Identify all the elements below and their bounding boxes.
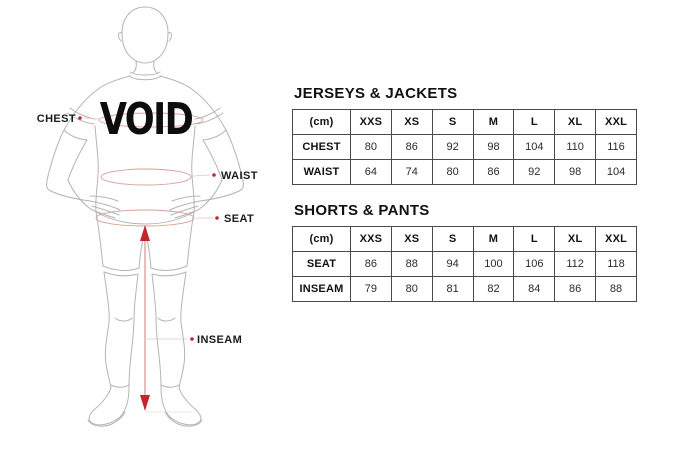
table-row: SEAT 86 88 94 100 106 112 118: [292, 251, 637, 277]
header-row: (cm) XXS XS S M L XL XXL: [292, 109, 637, 135]
body-outline: [46, 6, 244, 427]
header-row: (cm) XXS XS S M L XL XXL: [292, 226, 637, 252]
value-cell: 100: [472, 251, 515, 277]
value-cell: 98: [554, 159, 597, 185]
shorts-pants-title: SHORTS & PANTS: [294, 202, 430, 219]
value-cell: 88: [390, 251, 433, 277]
value-cell: 116: [595, 134, 637, 160]
jerseys-jackets-section: JERSEYS & JACKETS (cm) XXS XS S M L XL X…: [292, 85, 637, 185]
size-header-cell: L: [513, 226, 556, 252]
row-label-cell: SEAT: [292, 251, 351, 277]
size-header-cell: XXS: [350, 226, 392, 252]
chest-measure-line: [98, 112, 204, 128]
inseam-arrow: [140, 225, 150, 411]
seat-label: SEAT: [224, 213, 254, 225]
size-header-cell: XL: [554, 226, 597, 252]
size-header-cell: XXL: [595, 226, 637, 252]
value-cell: 74: [390, 159, 433, 185]
row-label-cell: INSEAM: [292, 276, 351, 302]
table-row: WAIST 64 74 80 86 92 98 104: [292, 159, 637, 185]
value-cell: 94: [431, 251, 474, 277]
waist-measure-line: [100, 168, 192, 186]
value-cell: 86: [472, 159, 515, 185]
void-logo-text: VOID: [100, 94, 192, 145]
measurement-figure: VOID CHEST WAIST SEAT INSEAM: [0, 0, 270, 456]
value-cell: 80: [390, 276, 433, 302]
value-cell: 64: [350, 159, 392, 185]
size-header-cell: M: [472, 226, 515, 252]
value-cell: 86: [390, 134, 433, 160]
row-label-cell: WAIST: [292, 159, 351, 185]
unit-header-cell: (cm): [292, 226, 351, 252]
value-cell: 118: [595, 251, 637, 277]
shorts-pants-table: (cm) XXS XS S M L XL XXL SEAT 86 88 94 1…: [292, 226, 637, 302]
size-header-cell: XS: [390, 226, 433, 252]
value-cell: 92: [513, 159, 556, 185]
value-cell: 104: [595, 159, 637, 185]
body-measurement-diagram: VOID CHEST WAIST SEAT INSEAM: [37, 6, 258, 427]
value-cell: 88: [595, 276, 637, 302]
value-cell: 110: [554, 134, 597, 160]
size-header-cell: XXS: [350, 109, 392, 135]
size-header-cell: XS: [390, 109, 433, 135]
value-cell: 79: [350, 276, 392, 302]
value-cell: 86: [350, 251, 392, 277]
size-header-cell: XXL: [595, 109, 637, 135]
size-header-cell: L: [513, 109, 556, 135]
value-cell: 92: [431, 134, 474, 160]
size-charts: JERSEYS & JACKETS (cm) XXS XS S M L XL X…: [292, 0, 638, 456]
row-label-cell: CHEST: [292, 134, 351, 160]
inseam-label: INSEAM: [197, 334, 242, 346]
size-header-cell: S: [431, 109, 474, 135]
value-cell: 81: [431, 276, 474, 302]
value-cell: 80: [350, 134, 392, 160]
value-cell: 80: [431, 159, 474, 185]
chest-label: CHEST: [37, 113, 76, 125]
table-row: CHEST 80 86 92 98 104 110 116: [292, 134, 637, 160]
shorts-pants-section: SHORTS & PANTS (cm) XXS XS S M L XL XXL …: [292, 202, 637, 302]
value-cell: 112: [554, 251, 597, 277]
size-header-cell: M: [472, 109, 515, 135]
label-connector-lines: [83, 117, 213, 413]
value-cell: 84: [513, 276, 556, 302]
waist-label: WAIST: [221, 170, 258, 182]
value-cell: 104: [513, 134, 556, 160]
measure-point-dots: [78, 116, 219, 341]
unit-header-cell: (cm): [292, 109, 351, 135]
size-header-cell: S: [431, 226, 474, 252]
measurement-marks: [78, 112, 219, 413]
size-header-cell: XL: [554, 109, 597, 135]
jerseys-jackets-title: JERSEYS & JACKETS: [294, 85, 458, 102]
value-cell: 106: [513, 251, 556, 277]
void-logo: VOID: [100, 94, 194, 145]
value-cell: 82: [472, 276, 515, 302]
jerseys-jackets-table: (cm) XXS XS S M L XL XXL CHEST 80 86 92 …: [292, 109, 637, 185]
table-row: INSEAM 79 80 81 82 84 86 88: [292, 276, 637, 302]
value-cell: 86: [554, 276, 597, 302]
value-cell: 98: [472, 134, 515, 160]
